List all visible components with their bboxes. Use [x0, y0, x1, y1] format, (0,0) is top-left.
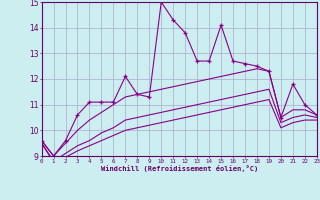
X-axis label: Windchill (Refroidissement éolien,°C): Windchill (Refroidissement éolien,°C) — [100, 165, 258, 172]
